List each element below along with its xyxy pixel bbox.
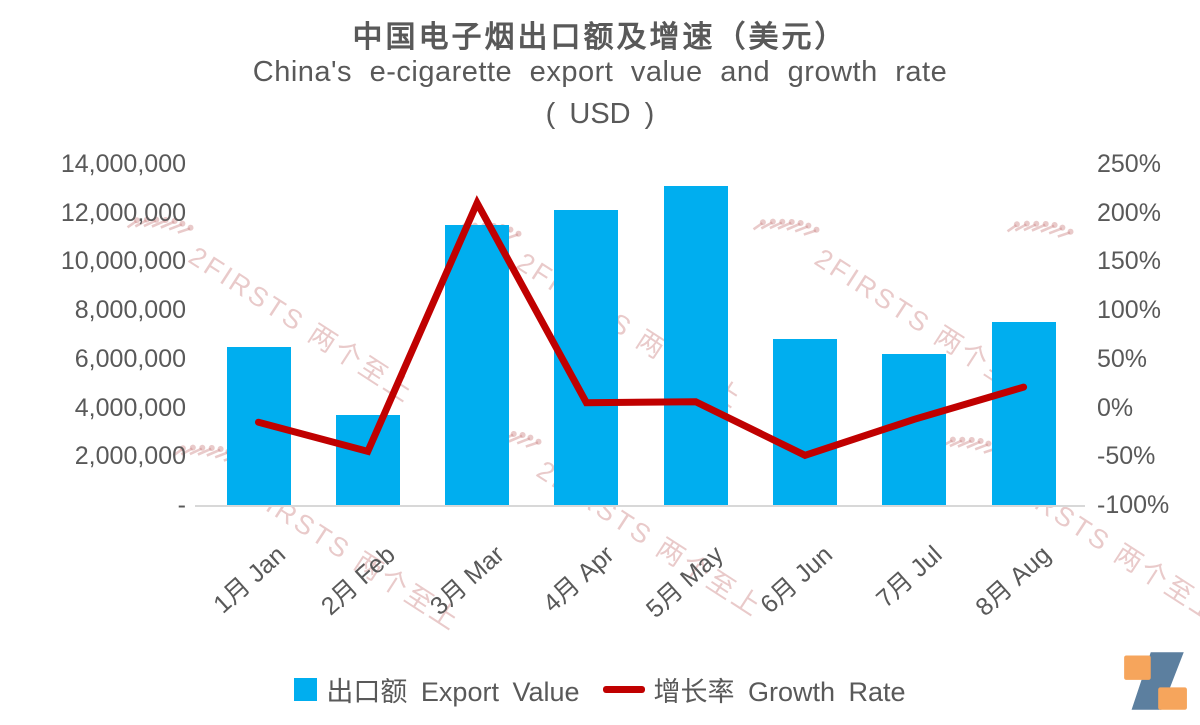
x-axis-label: 6月 Jun [754, 540, 838, 619]
chart-title-en: China's e-cigarette export value and gro… [252, 56, 948, 88]
y-axis-right-tick: -50% [1097, 442, 1156, 471]
export-value-bar [991, 322, 1056, 505]
y-axis-right-tick: 250% [1097, 150, 1161, 178]
x-axis-label: 5月 May [640, 540, 729, 624]
y-axis-right-tick: 0% [1097, 393, 1134, 422]
2firsts-logo-icon [1124, 652, 1187, 710]
y-axis-right-tick: -100% [1097, 491, 1170, 519]
x-axis-label: 3月 Mar [425, 540, 510, 621]
y-axis-right-tick: 100% [1097, 296, 1161, 325]
y-axis-right-tick: 50% [1097, 344, 1148, 373]
watermark: 2FIRSTS 两个至上 [472, 400, 779, 625]
legend: 出口额 Export Value 增长率 Growth Rate [0, 670, 1200, 709]
y-axis-left-tick: - [177, 491, 186, 519]
export-value-bar [335, 414, 400, 505]
export-value-bar [554, 210, 619, 505]
export-value-bar [226, 346, 291, 505]
legend-label-export: 出口额 Export Value [326, 677, 580, 707]
watermark-squiggle-icon [752, 218, 820, 236]
x-axis-label: 4月 Apr [537, 540, 620, 618]
export-value-bar [882, 353, 947, 505]
watermark-squiggle-icon [1006, 220, 1074, 238]
x-axis-label: 1月 Jan [208, 540, 292, 619]
chart-title-unit: ( USD ) [545, 98, 655, 130]
legend-swatch-export-bar [294, 678, 318, 701]
watermark-text: 2FIRSTS 两个至上 [183, 240, 420, 410]
watermark [1004, 190, 1084, 267]
export-value-bar [663, 185, 728, 505]
chart-title-zh: 中国电子烟出口额及增速（美元） [352, 21, 848, 54]
export-value-bar [773, 339, 837, 505]
y-axis-left-tick: 4,000,000 [74, 393, 186, 422]
x-axis-label: 7月 Jul [870, 540, 948, 614]
y-axis-left-tick: 6,000,000 [74, 344, 186, 373]
legend-swatch-growth-line [602, 686, 645, 693]
y-axis-left-tick: 12,000,000 [60, 198, 186, 227]
legend-label-growth: 增长率 Growth Rate [653, 677, 906, 707]
x-axis-baseline [195, 505, 1085, 507]
export-value-bar [445, 224, 510, 505]
y-axis-left-tick: 8,000,000 [74, 296, 186, 325]
x-axis-label: 8月 Aug [970, 540, 1057, 622]
y-axis-right-tick: 150% [1097, 247, 1161, 276]
y-axis-left-tick: 10,000,000 [60, 247, 186, 276]
y-axis-left-tick: 14,000,000 [60, 150, 186, 178]
y-axis-right-tick: 200% [1097, 198, 1161, 227]
x-axis-label: 2月 Feb [315, 540, 401, 621]
y-axis-left-tick: 2,000,000 [74, 442, 186, 471]
